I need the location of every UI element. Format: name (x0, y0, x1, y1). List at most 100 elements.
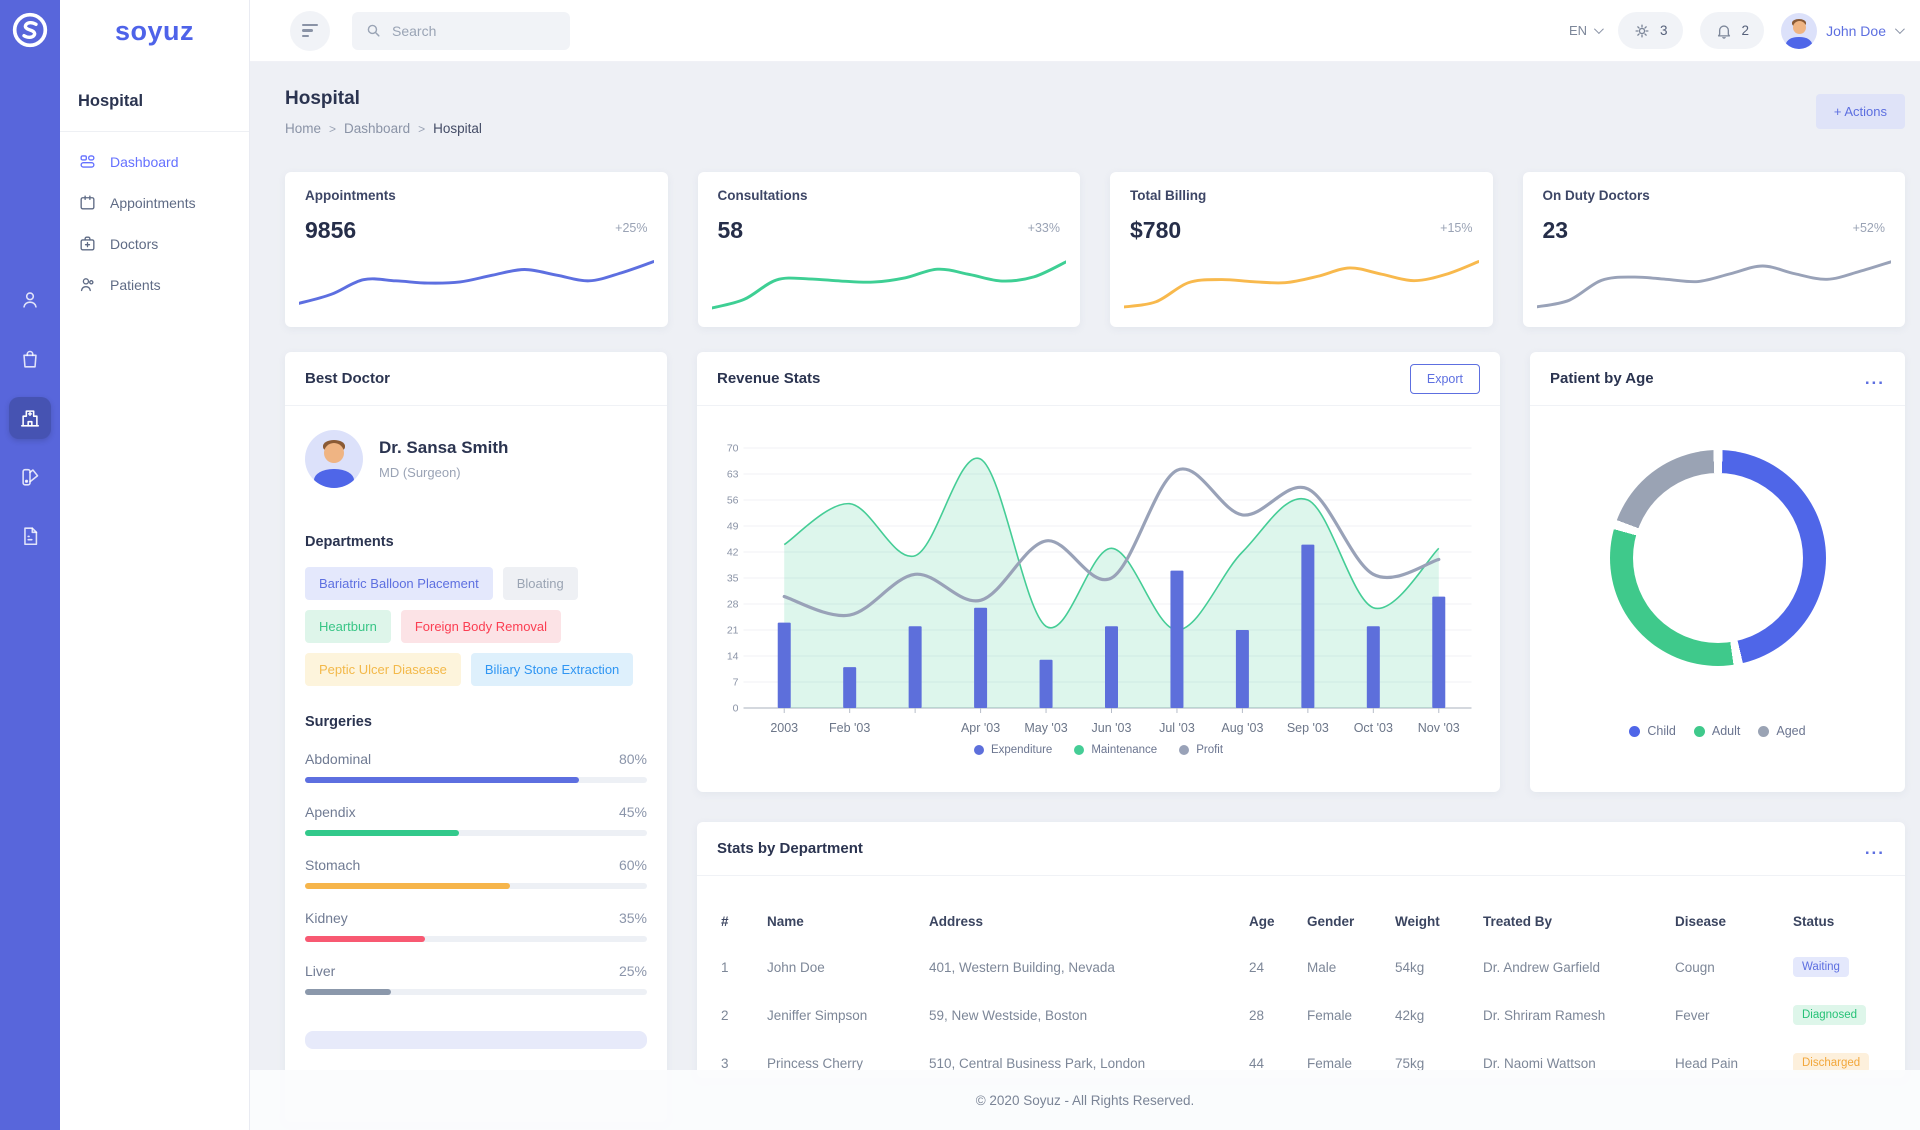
legend-item-child: Child (1629, 724, 1676, 738)
stat-card-consultations: Consultations 58 +33% (697, 172, 1080, 327)
breadcrumb-dashboard[interactable]: Dashboard (344, 121, 411, 136)
svg-text:56: 56 (727, 495, 739, 507)
cell-disease: Cougn (1675, 959, 1715, 975)
progress-fill (305, 936, 425, 942)
cell-age: 24 (1249, 959, 1265, 975)
revenue-chart-legend: Expenditure Maintenance Profit (715, 744, 1482, 756)
stats-by-department-card: Stats by Department ... # Name Address A… (697, 822, 1905, 1078)
sidebar-item-label: Dashboard (110, 153, 179, 170)
plus-icon: + (1833, 104, 1845, 119)
file-icon[interactable] (9, 515, 51, 557)
legend-item-aged: Aged (1758, 724, 1806, 738)
palette-icon[interactable] (9, 456, 51, 498)
card-title: Revenue Stats (717, 370, 821, 387)
surgery-label: Stomach (305, 857, 361, 873)
search-box[interactable] (352, 11, 570, 50)
cell-gender: Female (1307, 1007, 1353, 1023)
svg-text:Apr '03: Apr '03 (961, 721, 1000, 735)
ellipsis-menu-icon[interactable]: ... (1864, 838, 1885, 858)
svg-text:Sep '03: Sep '03 (1287, 721, 1329, 735)
shopping-bag-icon[interactable] (9, 338, 51, 380)
breadcrumb: Home > Dashboard > Hospital (285, 121, 482, 136)
svg-text:Aug '03: Aug '03 (1221, 721, 1263, 735)
sidebar-menu: Dashboard Appointments Doctors (60, 132, 249, 305)
chevron-down-icon (1894, 24, 1905, 35)
revenue-chart: 0 7 14 21 28 35 42 49 56 63 70 2003 Feb '03 Apr '03 Ma… (727, 443, 1472, 735)
stat-value: 23 (1542, 217, 1569, 243)
department-tag: Bariatric Balloon Placement (305, 567, 493, 600)
topbar-right: EN 3 2 John Doe (1569, 12, 1905, 49)
actions-button[interactable]: + Actions (1815, 94, 1905, 129)
svg-text:49: 49 (727, 521, 739, 533)
svg-text:14: 14 (727, 651, 739, 663)
settings-button[interactable]: 3 (1618, 12, 1683, 49)
avatar (1781, 12, 1818, 49)
sidebar-item-label: Doctors (110, 235, 159, 252)
progress-track (305, 830, 647, 836)
cell-gender: Female (1307, 1055, 1353, 1071)
department-tag: Peptic Ulcer Diasease (305, 653, 461, 686)
sidebar-item-patients[interactable]: Patients (60, 264, 249, 305)
rail-icon-list (0, 279, 60, 557)
notifications-button[interactable]: 2 (1699, 12, 1765, 49)
search-input[interactable] (392, 22, 557, 39)
soyuz-logo-icon[interactable] (0, 0, 60, 60)
ellipsis-menu-icon[interactable]: ... (1864, 368, 1885, 388)
svg-text:May '03: May '03 (1024, 721, 1067, 735)
cell-disease: Fever (1675, 1007, 1710, 1023)
svg-text:7: 7 (733, 677, 739, 689)
cell-weight: 42kg (1395, 1007, 1425, 1023)
cell-status: Waiting (1793, 957, 1881, 977)
topbar: EN 3 2 John Doe (250, 0, 1920, 62)
best-doctor-card: Best Doctor Dr. Sansa Smith MD (Surgeon)… (285, 352, 667, 1122)
surgery-labels: Apendix 45% (305, 804, 647, 820)
language-selector[interactable]: EN (1569, 23, 1604, 38)
legend-dot (1074, 745, 1085, 755)
sidebar-item-appointments[interactable]: Appointments (60, 182, 249, 223)
sparkline-chart (299, 250, 654, 314)
stat-title: Appointments (305, 188, 396, 203)
svg-text:Jul '03: Jul '03 (1159, 721, 1195, 735)
hospital-icon[interactable] (9, 397, 51, 439)
column-header: Weight (1395, 914, 1440, 929)
doctor-role: MD (Surgeon) (379, 465, 461, 480)
surgeries-heading: Surgeries (305, 714, 372, 730)
legend-dot (1758, 725, 1770, 737)
copyright-text: © 2020 Soyuz - All Rights Reserved. (975, 1092, 1195, 1108)
column-header: Treated By (1483, 914, 1553, 929)
doctor-avatar (305, 430, 363, 488)
department-tag: Foreign Body Removal (400, 610, 562, 643)
svg-text:Feb '03: Feb '03 (829, 721, 870, 735)
surgery-progress-item: Liver 25% (305, 963, 647, 995)
dashboard-icon (78, 152, 97, 171)
surgeries-list: Abdominal 80% Apendix 45% Stomach 60% Kidney 35… (305, 751, 647, 995)
cell-status: Diagnosed (1793, 1005, 1881, 1025)
revenue-stats-card: Revenue Stats Export 0 7 14 21 28 35 42 49 56 63 7… (697, 352, 1500, 792)
progress-fill (305, 830, 459, 836)
actions-label: Actions (1844, 104, 1887, 119)
icon-rail (0, 0, 60, 1130)
stat-delta: +25% (615, 221, 648, 235)
cell-address: 401, Western Building, Nevada (929, 959, 1115, 975)
card-header: Patient by Age ... (1530, 352, 1905, 406)
sidebar-toggle-button[interactable] (290, 10, 330, 51)
middle-row: Best Doctor Dr. Sansa Smith MD (Surgeon)… (285, 352, 1905, 1122)
progress-track (305, 777, 647, 783)
department-tags: Bariatric Balloon Placement Bloating Heart… (305, 567, 647, 686)
column-header: Disease (1675, 914, 1727, 929)
export-button[interactable]: Export (1409, 363, 1480, 394)
sidebar-item-doctors[interactable]: Doctors (60, 223, 249, 264)
brand-wordmark[interactable]: soyuz (114, 15, 195, 46)
progress-track (305, 989, 647, 995)
breadcrumb-home[interactable]: Home (285, 121, 322, 136)
stat-card-on-duty-doctors: On Duty Doctors 23 +52% (1522, 172, 1905, 327)
notifications-badge: 2 (1741, 23, 1750, 38)
user-icon[interactable] (9, 279, 51, 321)
column-header: # (721, 914, 729, 929)
breadcrumb-current: Hospital (433, 121, 482, 136)
sidebar-item-label: Patients (110, 276, 161, 293)
sidebar-item-dashboard[interactable]: Dashboard (60, 141, 249, 182)
status-badge: Discharged (1793, 1053, 1870, 1073)
user-menu[interactable]: John Doe (1781, 12, 1905, 49)
cell-disease: Head Pain (1675, 1055, 1739, 1071)
